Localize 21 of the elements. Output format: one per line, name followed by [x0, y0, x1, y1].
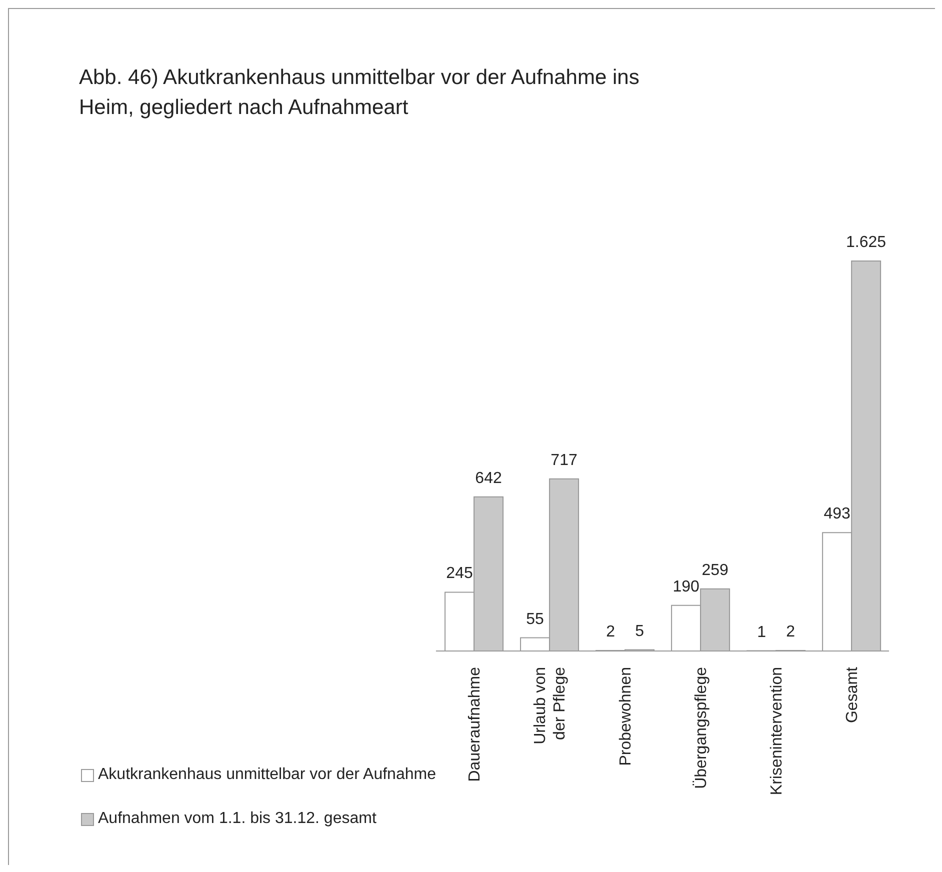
- data-label: 190: [672, 578, 700, 596]
- data-label: 493: [824, 506, 850, 523]
- legend-label: Aufnahmen vom 1.1. bis 31.12. gesamt: [98, 810, 376, 828]
- data-label: 717: [550, 452, 578, 469]
- data-label: 642: [475, 470, 502, 487]
- x-tick-label: Daueraufnahme: [466, 666, 484, 782]
- data-label: 2: [786, 624, 796, 641]
- data-label: 1: [757, 624, 766, 641]
- data-label: 2: [606, 624, 616, 641]
- data-label: 5: [635, 622, 644, 640]
- data-label: 245: [446, 565, 473, 582]
- x-tick-label: Probewohnen: [617, 667, 634, 766]
- data-label: 1.625: [846, 234, 886, 251]
- x-tick-label: Urlaub von der Pflege: [532, 666, 568, 744]
- chart-title: Abb. 46) Akutkrankenhaus unmittelbar vor der Aufnahme ins Heim, gegliedert nach Aufnahmeart: [79, 65, 640, 121]
- legend-label: Akutkrankenhaus unmittelbar vor der Aufnahme: [98, 766, 436, 784]
- x-tick-label: Krisenintervention: [768, 667, 786, 796]
- data-label: 55: [526, 610, 544, 628]
- x-tick-label: Gesamt: [844, 666, 861, 724]
- data-label: 259: [702, 562, 728, 579]
- x-tick-label: Übergangspflege: [692, 666, 710, 789]
